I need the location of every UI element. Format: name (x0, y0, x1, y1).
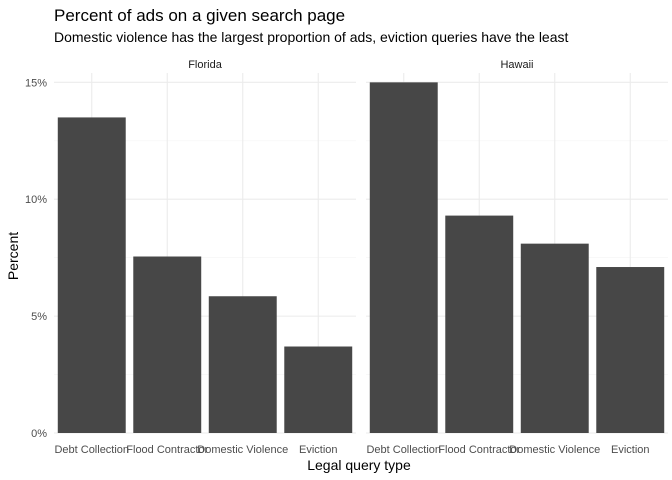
bar (596, 267, 665, 433)
x-tick-label: Flood Contractor (438, 444, 520, 456)
chart-subtitle: Domestic violence has the largest propor… (54, 29, 569, 45)
bar (208, 296, 277, 433)
bar (133, 256, 202, 433)
facet-strip-label: Florida (188, 59, 223, 71)
bar (369, 82, 438, 433)
bar (284, 346, 353, 433)
chart-title: Percent of ads on a given search page (54, 6, 345, 25)
y-axis-label: Percent (5, 232, 21, 280)
y-tick-label: 5% (31, 311, 47, 323)
x-tick-label: Eviction (611, 444, 650, 456)
y-tick-label: 15% (25, 77, 47, 89)
x-tick-label: Domestic Violence (509, 444, 600, 456)
y-tick-label: 10% (25, 194, 47, 206)
bar (57, 117, 126, 433)
facet-strip-label: Hawaii (500, 59, 533, 71)
y-axis-ticks: 0% 5% 10% 15% (25, 77, 47, 440)
x-tick-label: Eviction (299, 444, 338, 456)
bar (445, 215, 514, 433)
y-tick-label: 0% (31, 428, 47, 440)
x-tick-label: Flood Contractor (126, 444, 208, 456)
x-axis-label: Legal query type (307, 457, 411, 473)
x-tick-label: Domestic Violence (197, 444, 288, 456)
x-tick-label: Debt Collection (366, 444, 441, 456)
bar (520, 243, 589, 433)
x-tick-label: Debt Collection (54, 444, 129, 456)
